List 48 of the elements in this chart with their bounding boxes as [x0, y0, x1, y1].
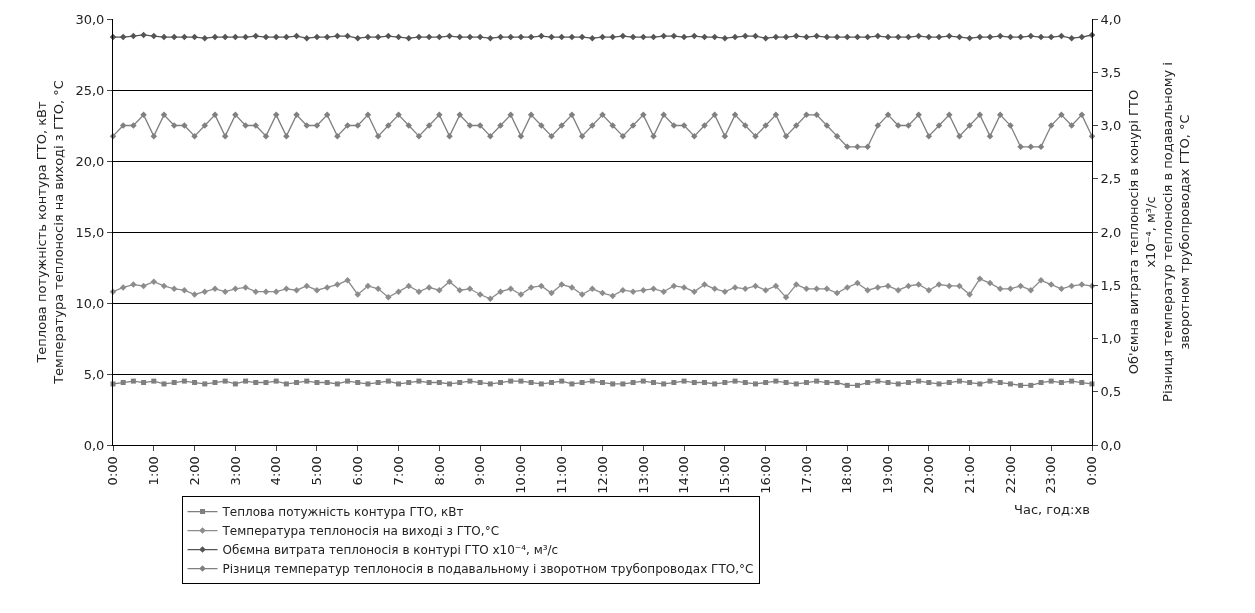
y-tick-label: 10,0: [75, 295, 105, 311]
y-tick-label: 20,0: [75, 153, 105, 169]
y-tick-label: 30,0: [75, 11, 105, 27]
x-tick-label: 0:00: [1084, 456, 1100, 486]
y2-tick-label: 1,0: [1100, 331, 1122, 347]
y-tick-label: 15,0: [75, 224, 105, 240]
y-axis-title: Теплова потужність контура ГТО, кВт Температура теплоносія на виході з ГТО, °С: [34, 80, 67, 385]
x-tick-label: 7:00: [390, 456, 406, 486]
x-tick-label: 23:00: [1043, 456, 1059, 494]
x-tick-label: 11:00: [553, 456, 569, 494]
x-tick-label: 14:00: [676, 456, 692, 494]
y2-tick-label: 1,5: [1100, 277, 1122, 293]
x-tick-label: 5:00: [309, 456, 325, 486]
y2-tick-label: 3,0: [1100, 118, 1122, 134]
x-tick-label: 16:00: [757, 456, 773, 494]
y2-tick-label: 0,0: [1100, 437, 1122, 453]
x-tick-label: 21:00: [961, 456, 977, 494]
y2-tick-label: 4,0: [1100, 11, 1122, 27]
x-tick-label: 4:00: [268, 456, 284, 486]
y2-tick-label: 2,5: [1100, 171, 1122, 187]
y-tick-label: 25,0: [75, 82, 105, 98]
x-tick-label: 0:00: [105, 456, 121, 486]
x-tick-label: 22:00: [1002, 456, 1018, 494]
x-tick-label: 10:00: [513, 456, 529, 494]
legend-label: Температура теплоносія на виході з ГТО,°С: [221, 524, 500, 539]
x-tick-label: 19:00: [880, 456, 896, 494]
x-tick-label: 2:00: [186, 456, 202, 486]
x-tick-label: 8:00: [431, 456, 447, 486]
x-tick-label: 17:00: [798, 456, 814, 494]
x-tick-label: 9:00: [472, 456, 488, 486]
y2-tick-label: 2,0: [1100, 224, 1122, 240]
x-tick-label: 18:00: [839, 456, 855, 494]
x-tick-label: 3:00: [227, 456, 243, 486]
x-axis-title: Час, год:хв: [1014, 502, 1090, 517]
x-tick-label: 1:00: [146, 456, 162, 486]
y2-tick-label: 3,5: [1100, 64, 1122, 80]
x-tick-label: 15:00: [717, 456, 733, 494]
x-tick-label: 13:00: [635, 456, 651, 494]
y-tick-label: 0,0: [83, 437, 105, 453]
y-tick-label: 5,0: [83, 366, 105, 382]
x-tick-label: 20:00: [921, 456, 937, 494]
x-tick-label: 12:00: [594, 456, 610, 494]
legend-label: Різниця температур теплоносія в подавальному і зворотном трубопроводах ГТО,°С: [222, 562, 754, 577]
y2-tick-label: 0,5: [1100, 384, 1122, 400]
legend-label: Теплова потужність контура ГТО, кВт: [221, 505, 464, 520]
x-tick-label: 6:00: [349, 456, 365, 486]
legend-label: Обємна витрата теплоносія в контурі ГТО x10⁻⁴, м³/с: [222, 543, 559, 558]
y2-axis-title: Об'ємна витрата теплоносія в конурі ГТО x10⁻⁴, м³/с Різниця температур теплоносія в подавальному і зворотном трубопроводах ГТО, °С: [1125, 62, 1192, 402]
